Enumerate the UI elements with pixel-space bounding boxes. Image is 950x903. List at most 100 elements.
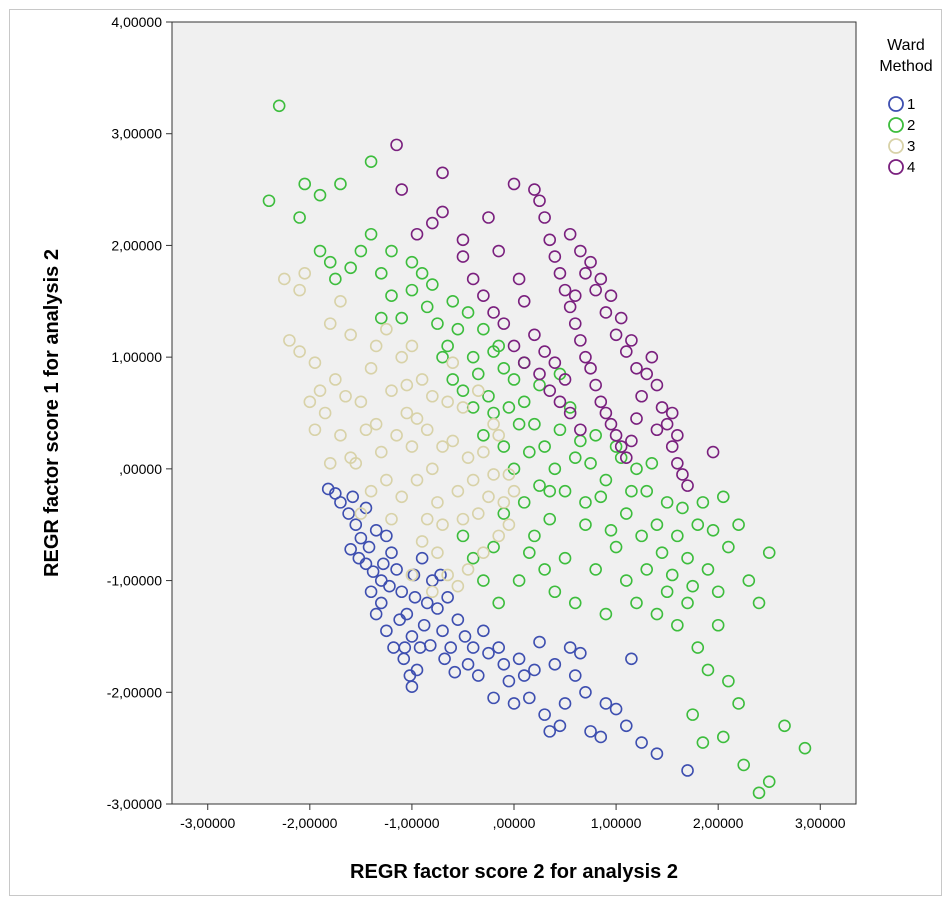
data-point	[456, 384, 470, 397]
data-point	[594, 730, 608, 744]
data-point	[686, 708, 699, 721]
data-point	[293, 345, 306, 358]
data-point	[599, 306, 613, 319]
legend-marker	[888, 138, 904, 154]
data-point	[477, 322, 490, 336]
data-point	[671, 429, 684, 442]
y-tick-label: 4,00000	[111, 14, 162, 30]
data-point	[436, 624, 449, 638]
data-point	[589, 429, 602, 442]
data-point	[466, 272, 480, 286]
data-point	[426, 278, 439, 291]
legend-label: 1	[907, 96, 915, 113]
data-point	[487, 691, 500, 705]
data-point	[448, 665, 462, 679]
data-point	[451, 322, 465, 336]
data-point	[362, 540, 376, 554]
data-point	[538, 440, 551, 453]
data-point	[574, 423, 587, 437]
series-2-group	[262, 99, 812, 800]
data-point	[619, 451, 633, 464]
data-point	[558, 484, 572, 498]
data-point	[762, 546, 776, 559]
data-point	[671, 618, 684, 632]
data-point	[262, 194, 276, 208]
data-point	[380, 473, 393, 487]
data-point	[446, 434, 460, 448]
data-point	[400, 378, 414, 392]
data-point	[482, 211, 495, 224]
data-point	[385, 384, 398, 397]
data-point	[517, 669, 531, 682]
data-point	[584, 725, 597, 738]
data-point	[342, 507, 355, 520]
data-point	[441, 591, 454, 604]
data-point	[798, 741, 812, 755]
data-point	[599, 607, 613, 621]
data-point	[558, 551, 572, 565]
data-point	[482, 389, 495, 403]
data-point	[568, 596, 582, 610]
data-point	[456, 529, 470, 543]
data-point	[405, 630, 419, 643]
data-point	[619, 574, 633, 587]
x-tick-label: -3,00000	[180, 815, 235, 831]
data-point	[650, 607, 664, 621]
data-point	[466, 350, 480, 364]
data-point	[543, 233, 557, 247]
data-point	[706, 445, 720, 459]
data-point	[349, 518, 363, 532]
data-point	[477, 429, 490, 442]
data-point	[497, 362, 511, 375]
data-point	[604, 289, 618, 303]
data-point	[619, 345, 633, 358]
data-point	[377, 557, 390, 571]
data-point	[507, 373, 521, 386]
data-point	[635, 529, 648, 543]
data-point	[665, 568, 679, 582]
data-point	[400, 406, 414, 420]
data-point	[630, 362, 643, 375]
data-point	[625, 484, 638, 498]
data-point	[711, 618, 725, 632]
data-point	[477, 289, 490, 303]
data-point	[497, 496, 511, 509]
data-point	[686, 579, 699, 593]
data-point	[405, 440, 419, 453]
data-point	[272, 99, 286, 113]
data-point	[308, 423, 322, 437]
data-point	[645, 456, 659, 470]
data-point	[594, 272, 608, 286]
data-point	[329, 373, 342, 386]
data-point	[497, 658, 511, 671]
data-point	[558, 697, 572, 710]
data-point	[681, 596, 694, 610]
data-point	[410, 227, 424, 241]
data-point	[423, 639, 437, 652]
plot-area	[171, 21, 857, 805]
data-point	[563, 406, 577, 420]
data-point	[313, 384, 327, 397]
data-point	[385, 289, 398, 303]
data-point	[441, 395, 454, 409]
data-point	[374, 267, 388, 280]
data-point	[589, 283, 602, 297]
y-tick-label: 1,00000	[111, 349, 162, 365]
x-tick-label: 1,00000	[591, 815, 642, 831]
y-tick-label: 3,00000	[111, 126, 162, 142]
data-point	[405, 568, 419, 582]
data-point	[366, 565, 380, 578]
x-axis: -3,00000 -2,00000 -1,00000 ,00000 1,00000 2,0…	[180, 804, 846, 831]
data-point	[451, 613, 465, 626]
data-point	[487, 417, 500, 431]
data-point	[477, 546, 490, 559]
data-point	[609, 328, 623, 342]
data-point	[492, 339, 505, 353]
data-point	[323, 255, 337, 269]
data-point	[477, 624, 490, 638]
data-point	[548, 250, 562, 263]
data-point	[548, 658, 562, 671]
data-point	[298, 267, 312, 280]
data-point	[323, 317, 337, 330]
legend-marker	[888, 117, 904, 133]
